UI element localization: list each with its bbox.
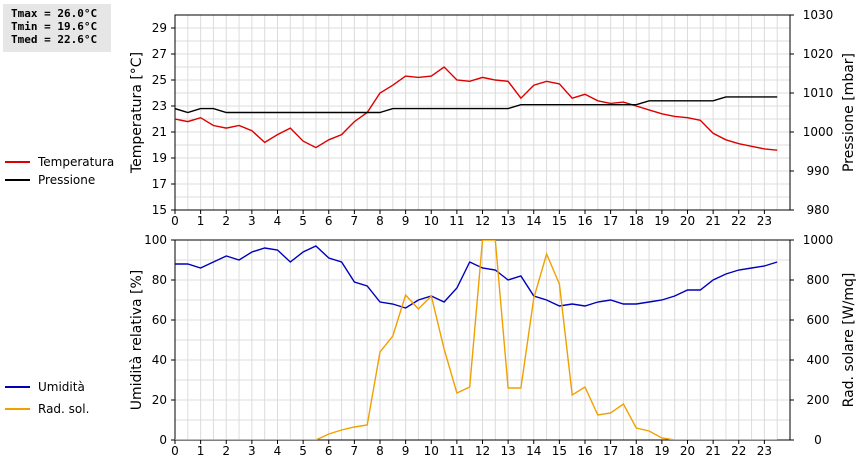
hum-y2-tick-label: 1000 (803, 233, 834, 247)
temp-x-tick-label: 18 (629, 214, 644, 228)
hum-x-tick-label: 2 (222, 444, 230, 458)
legend-label-pressione: Pressione (38, 173, 95, 187)
temp-y2-tick-label: 1020 (803, 47, 834, 61)
hum-y2-tick-label: 800 (807, 273, 830, 287)
temp-y-tick-label: 23 (152, 99, 167, 113)
temp-y-tick-label: 29 (152, 21, 167, 35)
hum-x-tick-label: 23 (757, 444, 772, 458)
hum-x-tick-label: 1 (197, 444, 205, 458)
temp-x-tick-label: 19 (654, 214, 669, 228)
temp-y-axis-title: Temperatura [°C] (129, 52, 145, 174)
hum-x-tick-label: 12 (475, 444, 490, 458)
temp-y2-tick-label: 990 (807, 164, 830, 178)
legend-label-umidit: Umidità (38, 380, 85, 394)
series-line-temperatura (175, 66, 778, 151)
series-line-rad-sol (175, 240, 778, 440)
temp-x-tick-label: 10 (424, 214, 439, 228)
hum-x-tick-label: 6 (325, 444, 333, 458)
hum-x-tick-label: 11 (449, 444, 464, 458)
hum-x-tick-label: 3 (248, 444, 256, 458)
temp-x-tick-label: 16 (577, 214, 592, 228)
temp-x-tick-label: 11 (449, 214, 464, 228)
temp-y2-axis-title: Pressione [mbar] (841, 53, 857, 172)
temp-y2-tick-label: 1010 (803, 86, 834, 100)
tmin-label: Tmin = 19.6°C (11, 20, 98, 33)
hum-x-tick-label: 0 (171, 444, 179, 458)
temp-x-tick-label: 1 (197, 214, 205, 228)
hum-x-tick-label: 20 (680, 444, 695, 458)
hum-y2-tick-label: 0 (814, 433, 822, 447)
temp-y-tick-label: 15 (152, 203, 167, 217)
temp-x-tick-label: 0 (171, 214, 179, 228)
hum-x-tick-label: 22 (731, 444, 746, 458)
temp-x-tick-label: 17 (603, 214, 618, 228)
hum-x-tick-label: 7 (351, 444, 359, 458)
temp-x-tick-label: 9 (402, 214, 410, 228)
temp-y-tick-label: 27 (152, 47, 167, 61)
hum-y-tick-label: 40 (152, 353, 167, 367)
hum-x-tick-label: 5 (299, 444, 307, 458)
temp-y2-tick-label: 980 (807, 203, 830, 217)
temp-y-tick-label: 17 (152, 177, 167, 191)
hum-x-tick-label: 21 (705, 444, 720, 458)
hum-y-tick-label: 20 (152, 393, 167, 407)
hum-x-tick-label: 15 (552, 444, 567, 458)
temp-y-tick-label: 21 (152, 125, 167, 139)
hum-x-tick-label: 10 (424, 444, 439, 458)
hum-y2-tick-label: 200 (807, 393, 830, 407)
hum-y-tick-label: 80 (152, 273, 167, 287)
temp-x-tick-label: 3 (248, 214, 256, 228)
temp-x-tick-label: 4 (274, 214, 282, 228)
hum-y2-axis-title: Rad. solare [W/mq] (841, 273, 857, 408)
hum-x-tick-label: 14 (526, 444, 541, 458)
series-line-umidit (175, 245, 778, 309)
temperature-stats-box: Tmax = 26.0°C Tmin = 19.6°C Tmed = 22.6°… (3, 4, 111, 52)
hum-y-tick-label: 100 (144, 233, 167, 247)
hum-x-tick-label: 18 (629, 444, 644, 458)
temp-x-tick-label: 23 (757, 214, 772, 228)
temp-x-tick-label: 12 (475, 214, 490, 228)
hum-x-tick-label: 4 (274, 444, 282, 458)
tmed-label: Tmed = 22.6°C (11, 33, 98, 46)
temp-y-tick-label: 19 (152, 151, 167, 165)
temp-x-tick-label: 8 (376, 214, 384, 228)
temp-x-tick-label: 13 (500, 214, 515, 228)
legend-label-rad-sol: Rad. sol. (38, 402, 89, 416)
temp-x-tick-label: 2 (222, 214, 230, 228)
temp-x-tick-label: 20 (680, 214, 695, 228)
hum-x-tick-label: 17 (603, 444, 618, 458)
hum-x-tick-label: 8 (376, 444, 384, 458)
legend-label-temperatura: Temperatura (37, 155, 114, 169)
hum-y2-tick-label: 600 (807, 313, 830, 327)
hum-x-tick-label: 16 (577, 444, 592, 458)
hum-y-axis-title: Umidità relativa [%] (129, 270, 145, 411)
hum-x-tick-label: 19 (654, 444, 669, 458)
temp-y-tick-label: 25 (152, 73, 167, 87)
temp-x-tick-label: 22 (731, 214, 746, 228)
tmax-label: Tmax = 26.0°C (11, 7, 98, 20)
series-line-pressione (175, 96, 778, 114)
hum-y-tick-label: 0 (159, 433, 167, 447)
temp-x-tick-label: 15 (552, 214, 567, 228)
temp-x-tick-label: 6 (325, 214, 333, 228)
temp-x-tick-label: 14 (526, 214, 541, 228)
hum-x-tick-label: 13 (500, 444, 515, 458)
hum-x-tick-label: 9 (402, 444, 410, 458)
temp-x-tick-label: 21 (705, 214, 720, 228)
hum-y-tick-label: 60 (152, 313, 167, 327)
temp-x-tick-label: 7 (351, 214, 359, 228)
temp-y2-tick-label: 1030 (803, 8, 834, 22)
temp-x-tick-label: 5 (299, 214, 307, 228)
temp-y2-tick-label: 1000 (803, 125, 834, 139)
hum-y2-tick-label: 400 (807, 353, 830, 367)
